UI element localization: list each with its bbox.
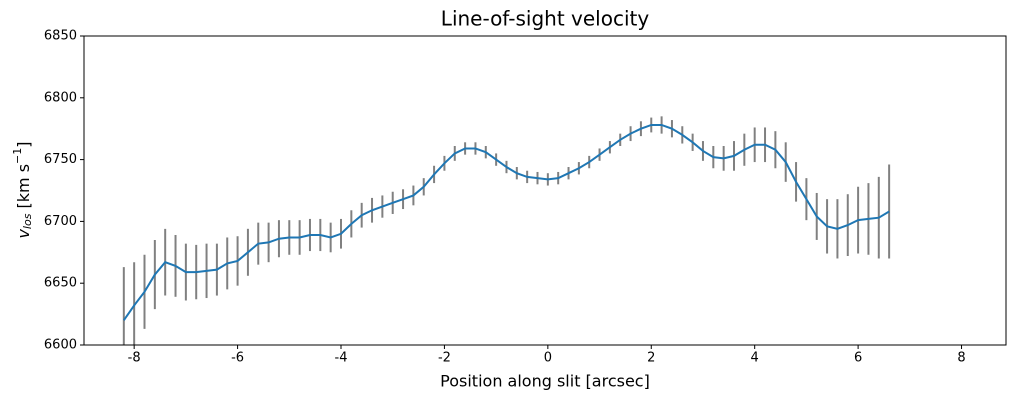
x-tick-label: -8 — [128, 351, 141, 366]
chart-title: Line-of-sight velocity — [441, 7, 650, 31]
y-tick-label: 6850 — [44, 29, 77, 44]
plot-area — [122, 116, 891, 345]
data-line — [122, 123, 890, 321]
y-label-symbol: v — [14, 229, 33, 239]
x-tick-label: 0 — [544, 351, 552, 366]
x-tick-label: -4 — [335, 351, 348, 366]
y-tick-label: 6800 — [44, 90, 77, 105]
x-tick-label: -2 — [438, 351, 451, 366]
x-tick-label: 2 — [647, 351, 655, 366]
x-tick-label: 6 — [854, 351, 862, 366]
y-tick-label: 6650 — [44, 276, 77, 291]
y-tick-label: 6750 — [44, 152, 77, 167]
y-tick-label: 6700 — [44, 214, 77, 229]
y-label-subscript: los — [21, 213, 34, 229]
y-label-unit: [km s — [14, 164, 33, 214]
y-label-end: ] — [14, 141, 33, 147]
x-axis-label: Position along slit [arcsec] — [440, 372, 650, 391]
x-tick-label: -6 — [231, 351, 244, 366]
x-tick-label: 4 — [751, 351, 759, 366]
y-tick-label: 6600 — [44, 338, 77, 353]
y-label-superscript: −1 — [11, 148, 24, 164]
plot-frame — [83, 35, 1007, 346]
x-tick-label: 8 — [957, 351, 965, 366]
y-axis-label: vlos [km s−1] — [11, 141, 34, 238]
